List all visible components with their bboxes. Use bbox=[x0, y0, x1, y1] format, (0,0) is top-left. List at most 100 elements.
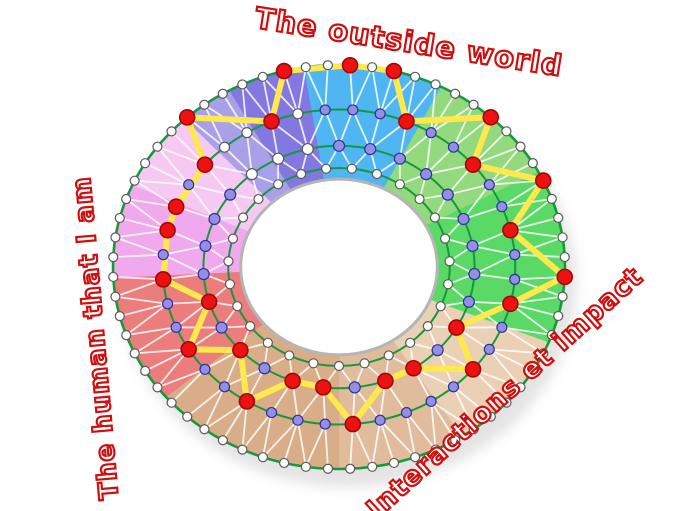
node-ring3[interactable] bbox=[215, 321, 228, 334]
node-inner[interactable] bbox=[414, 193, 425, 205]
node-ring2[interactable] bbox=[241, 127, 253, 139]
node-rim[interactable] bbox=[430, 444, 441, 455]
node-rim[interactable] bbox=[140, 365, 151, 376]
node-rim[interactable] bbox=[114, 311, 125, 322]
node-rim[interactable] bbox=[559, 251, 570, 263]
node-inner[interactable] bbox=[422, 321, 433, 332]
node-rim[interactable] bbox=[257, 71, 268, 82]
node-rim[interactable] bbox=[322, 60, 333, 71]
node-ring3[interactable] bbox=[462, 295, 476, 308]
node-rim[interactable] bbox=[166, 126, 177, 137]
node-ring3[interactable] bbox=[441, 188, 454, 201]
node-rim[interactable] bbox=[129, 175, 140, 186]
node-ring2[interactable] bbox=[265, 406, 278, 419]
selected-node[interactable] bbox=[314, 379, 332, 396]
node-inner[interactable] bbox=[224, 279, 236, 290]
node-rim[interactable] bbox=[538, 348, 549, 359]
node-inner[interactable] bbox=[442, 279, 454, 290]
selected-node[interactable] bbox=[385, 62, 403, 80]
node-ring3[interactable] bbox=[431, 344, 444, 357]
selected-node[interactable] bbox=[448, 319, 465, 336]
node-rim[interactable] bbox=[410, 452, 421, 463]
node-ring3[interactable] bbox=[301, 142, 314, 156]
node-inner[interactable] bbox=[237, 212, 249, 223]
node-rim[interactable] bbox=[300, 62, 311, 73]
selected-node[interactable] bbox=[482, 108, 500, 126]
node-ring2[interactable] bbox=[483, 343, 495, 355]
node-inner[interactable] bbox=[273, 179, 284, 190]
node-ring2[interactable] bbox=[425, 395, 437, 407]
node-rim[interactable] bbox=[485, 411, 496, 422]
node-ring3[interactable] bbox=[348, 381, 361, 394]
node-inner[interactable] bbox=[245, 321, 256, 332]
node-inner[interactable] bbox=[371, 168, 382, 180]
selected-node[interactable] bbox=[344, 415, 362, 433]
node-rim[interactable] bbox=[300, 461, 311, 472]
node-inner[interactable] bbox=[346, 163, 357, 174]
selected-node[interactable] bbox=[196, 156, 214, 173]
selected-node[interactable] bbox=[180, 341, 197, 358]
node-ring3[interactable] bbox=[457, 212, 470, 226]
selected-node[interactable] bbox=[405, 359, 422, 377]
node-rim[interactable] bbox=[129, 348, 140, 359]
node-ring2[interactable] bbox=[199, 363, 211, 375]
node-inner[interactable] bbox=[321, 163, 332, 174]
selected-node[interactable] bbox=[534, 172, 552, 189]
selected-node[interactable] bbox=[238, 393, 256, 410]
node-rim[interactable] bbox=[409, 71, 421, 82]
node-rim[interactable] bbox=[279, 457, 290, 469]
node-rim[interactable] bbox=[450, 435, 461, 446]
node-ring3[interactable] bbox=[208, 212, 221, 226]
node-inner[interactable] bbox=[253, 193, 264, 205]
node-rim[interactable] bbox=[217, 435, 228, 446]
node-ring2[interactable] bbox=[161, 298, 174, 310]
node-rim[interactable] bbox=[257, 452, 269, 463]
node-inner[interactable] bbox=[435, 301, 446, 312]
node-rim[interactable] bbox=[546, 329, 557, 341]
node-ring2[interactable] bbox=[319, 104, 331, 116]
selected-node[interactable] bbox=[275, 62, 293, 80]
node-rim[interactable] bbox=[557, 291, 568, 302]
node-ring2[interactable] bbox=[218, 381, 231, 393]
node-rim[interactable] bbox=[450, 88, 461, 99]
node-rim[interactable] bbox=[515, 382, 526, 393]
selected-node[interactable] bbox=[502, 295, 519, 313]
selected-node[interactable] bbox=[232, 341, 249, 359]
node-rim[interactable] bbox=[121, 329, 132, 341]
node-inner[interactable] bbox=[308, 358, 319, 369]
node-ring2[interactable] bbox=[400, 406, 413, 419]
node-rim[interactable] bbox=[527, 365, 538, 376]
node-rim[interactable] bbox=[108, 252, 119, 263]
selected-node[interactable] bbox=[464, 361, 482, 378]
node-rim[interactable] bbox=[468, 424, 479, 435]
node-inner[interactable] bbox=[429, 212, 441, 223]
node-inner[interactable] bbox=[227, 233, 239, 244]
node-ring3[interactable] bbox=[466, 239, 479, 253]
node-rim[interactable] bbox=[468, 99, 479, 110]
selected-node[interactable] bbox=[167, 198, 185, 216]
node-rim[interactable] bbox=[237, 444, 248, 455]
selected-node[interactable] bbox=[200, 293, 218, 311]
node-ring3[interactable] bbox=[332, 139, 346, 152]
node-inner[interactable] bbox=[405, 337, 416, 348]
node-inner[interactable] bbox=[383, 350, 394, 361]
node-rim[interactable] bbox=[114, 212, 125, 224]
node-rim[interactable] bbox=[199, 99, 210, 110]
node-inner[interactable] bbox=[262, 337, 273, 348]
node-ring2[interactable] bbox=[218, 141, 231, 153]
node-ring2[interactable] bbox=[496, 201, 508, 213]
selected-node[interactable] bbox=[263, 113, 280, 130]
selected-node[interactable] bbox=[502, 221, 519, 239]
node-inner[interactable] bbox=[296, 168, 307, 180]
node-ring2[interactable] bbox=[509, 249, 521, 261]
node-rim[interactable] bbox=[501, 126, 512, 137]
node-ring2[interactable] bbox=[509, 273, 521, 285]
node-rim[interactable] bbox=[121, 193, 132, 205]
node-rim[interactable] bbox=[430, 79, 441, 90]
node-ring3[interactable] bbox=[272, 152, 285, 165]
node-rim[interactable] bbox=[557, 232, 568, 243]
node-rim[interactable] bbox=[152, 382, 163, 393]
node-inner[interactable] bbox=[439, 233, 451, 244]
node-rim[interactable] bbox=[199, 424, 210, 435]
node-ring2[interactable] bbox=[292, 414, 304, 426]
